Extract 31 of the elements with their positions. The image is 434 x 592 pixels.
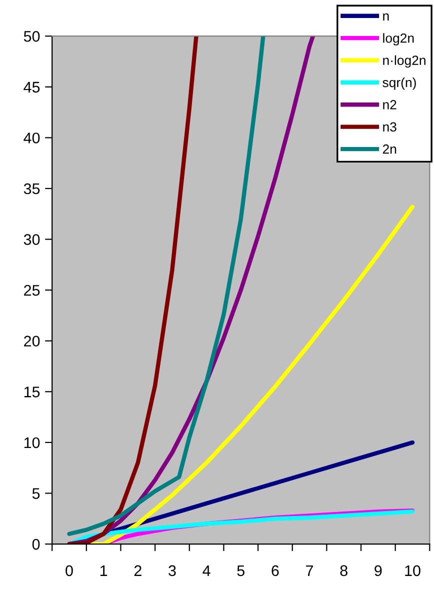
y-tick-label: 45 bbox=[24, 82, 40, 93]
x-tick-label: 9 bbox=[374, 565, 382, 576]
x-tick-label: 1 bbox=[100, 565, 108, 576]
legend-label: n·log2n bbox=[383, 55, 426, 68]
x-tick-label: 6 bbox=[272, 565, 279, 576]
y-tick-label: 40 bbox=[24, 132, 40, 144]
y-tick-label: 25 bbox=[24, 284, 40, 296]
y-tick-label: 30 bbox=[24, 234, 40, 245]
x-tick-label: 4 bbox=[202, 565, 210, 576]
line-series bbox=[67, 36, 266, 536]
x-tick-label: 5 bbox=[237, 565, 244, 576]
x-tick-label: 8 bbox=[340, 565, 348, 576]
line-series bbox=[67, 36, 198, 544]
x-tick-label: 10 bbox=[405, 565, 420, 576]
x-tick-label: 3 bbox=[168, 565, 176, 576]
y-tick-label: 20 bbox=[24, 336, 40, 347]
legend-label: n bbox=[383, 13, 389, 20]
y-tick-label: 10 bbox=[24, 437, 40, 448]
x-tick-label: 0 bbox=[66, 565, 73, 576]
legend-label: n2 bbox=[383, 100, 396, 110]
y-tick-label: 35 bbox=[24, 183, 40, 194]
legend-label: n3 bbox=[383, 122, 396, 132]
y-tick-label: 50 bbox=[24, 30, 40, 42]
legend-label: log2n bbox=[383, 33, 414, 46]
y-tick-label: 0 bbox=[32, 538, 40, 550]
y-tick-label: 15 bbox=[24, 386, 40, 398]
x-tick-label: 2 bbox=[134, 565, 142, 576]
legend-label: sqr(n) bbox=[382, 78, 416, 90]
x-tick-label: 7 bbox=[306, 565, 314, 576]
legend-label: 2n bbox=[382, 144, 396, 154]
y-tick-label: 5 bbox=[32, 488, 40, 499]
